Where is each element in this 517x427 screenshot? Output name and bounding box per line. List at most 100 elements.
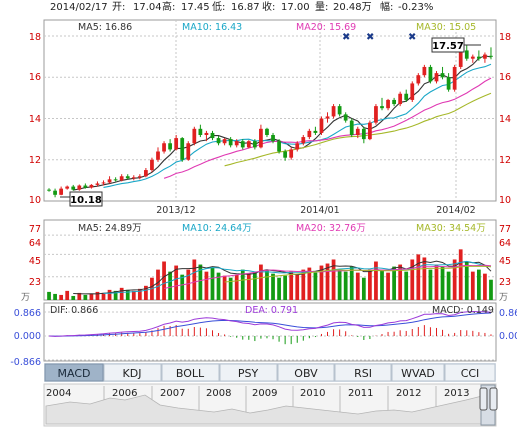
- volume-bar: [89, 293, 94, 300]
- left-drag-handle[interactable]: [479, 387, 488, 411]
- tab-obv[interactable]: OBV: [277, 363, 335, 382]
- price-tick-left: 12: [29, 155, 41, 166]
- candle-body: [216, 138, 221, 144]
- volume-legend-ma10: MA10: 24.64万: [182, 223, 252, 234]
- news-marker-icon[interactable]: ✖: [408, 32, 416, 43]
- candle-body: [470, 56, 475, 59]
- macd-legend-value: MACD: 0.149: [432, 305, 494, 316]
- news-marker-icon[interactable]: ✖: [342, 32, 350, 43]
- ma20-line: [163, 77, 492, 179]
- tab-psy[interactable]: PSY: [219, 363, 278, 382]
- volume-bar: [374, 261, 378, 300]
- candle-body: [65, 186, 70, 189]
- price-legend-ma20: MA20: 15.69: [296, 22, 356, 33]
- candle: [392, 97, 396, 107]
- candle-body: [59, 188, 64, 195]
- tab-obv-face[interactable]: [277, 363, 335, 382]
- candle: [277, 139, 281, 154]
- candle: [180, 137, 185, 162]
- tab-wvad-face[interactable]: [391, 363, 445, 382]
- volume-bar: [240, 269, 245, 300]
- candle: [162, 141, 166, 154]
- tab-macd-face[interactable]: [44, 363, 104, 382]
- price-y-axis-right: 18 16 14 12 10: [499, 32, 511, 206]
- candle-body: [240, 141, 245, 148]
- open-value: 17.04: [133, 2, 162, 13]
- candle: [470, 54, 475, 63]
- volume-tick-right: 64: [499, 238, 511, 249]
- candle: [428, 64, 433, 84]
- tab-rsi-face[interactable]: [334, 363, 392, 382]
- candle-body: [343, 114, 348, 121]
- candle-body: [434, 73, 439, 82]
- volume-bar: [174, 265, 179, 300]
- volume-bar: [125, 289, 130, 300]
- volume-bar: [416, 254, 421, 300]
- volume-tick-right: 45: [499, 256, 511, 267]
- price-tick-right: 14: [499, 114, 511, 125]
- volume-bar: [307, 267, 312, 300]
- volume-bar: [113, 290, 118, 300]
- volume-tick-right: 77: [499, 224, 511, 235]
- candle: [168, 139, 172, 152]
- tab-macd-label: MACD: [58, 367, 91, 380]
- volume-bar: [361, 277, 366, 300]
- volume-bar: [483, 273, 487, 300]
- tab-wvad[interactable]: WVAD: [391, 363, 445, 382]
- timeline-navigator[interactable]: 2004 2006 2007 2008 2009 2010 2011 2012 …: [43, 383, 498, 427]
- high-value: 17.45: [181, 2, 210, 13]
- tab-kdj-face[interactable]: [103, 363, 162, 382]
- candle: [319, 116, 324, 135]
- tab-boll[interactable]: BOLL: [161, 363, 220, 382]
- price-legend-ma5: MA5: 16.86: [78, 22, 132, 33]
- news-marker-icon[interactable]: ✖: [366, 32, 374, 43]
- quote-header: 2014/02/17 开: 17.04 高: 17.45 低: 16.87 收:…: [50, 0, 433, 13]
- volume-ma10-line: [103, 260, 492, 294]
- indicator-tab-bar: MACD KDJ BOLL PSY OBV RSI WVAD CCI: [44, 363, 496, 382]
- quote-date: 2014/02/17: [50, 2, 108, 13]
- high-label: 高:: [162, 0, 175, 13]
- candle: [410, 81, 415, 102]
- macd-panel: DIF: 0.866 DEA: 0.791 MACD: 0.149 0.866 …: [10, 302, 517, 368]
- right-drag-handle[interactable]: [489, 387, 498, 411]
- candle-body: [271, 135, 275, 142]
- candle: [222, 138, 227, 146]
- macd-tick-left: 0.000: [14, 331, 41, 342]
- tab-macd[interactable]: MACD: [44, 363, 104, 382]
- tab-psy-face[interactable]: [219, 363, 278, 382]
- candle-body: [77, 185, 82, 190]
- volume-bar: [295, 274, 300, 300]
- candle: [228, 137, 233, 148]
- tab-rsi[interactable]: RSI: [334, 363, 392, 382]
- candle: [47, 188, 51, 192]
- price-legend: MA5: 16.86 MA10: 16.43 MA20: 15.69 MA30:…: [78, 22, 476, 33]
- volume-bar: [107, 289, 112, 300]
- volume-value: 20.48万: [333, 2, 372, 13]
- volume-bar: [325, 263, 330, 300]
- candle-body: [289, 149, 294, 158]
- volume-bar: [428, 269, 433, 300]
- tab-kdj[interactable]: KDJ: [103, 363, 162, 382]
- tab-cci-label: CCI: [461, 367, 480, 380]
- news-markers[interactable]: ✖ ✖ ✖: [342, 32, 416, 43]
- low-marker: 10.18: [60, 191, 103, 207]
- year-label: 2007: [160, 388, 185, 399]
- tab-cci[interactable]: CCI: [444, 363, 496, 382]
- tab-boll-face[interactable]: [161, 363, 220, 382]
- candle-body: [174, 138, 179, 150]
- candle: [283, 149, 288, 161]
- volume-bar: [156, 269, 160, 300]
- change-value: -0.23%: [398, 2, 433, 13]
- candle: [252, 139, 257, 150]
- volume-bar: [283, 275, 288, 300]
- volume-bar: [410, 259, 415, 300]
- tab-cci-face[interactable]: [444, 363, 496, 382]
- candle: [404, 89, 409, 102]
- volume-bar: [313, 272, 318, 300]
- candle-body: [137, 176, 142, 178]
- candle: [307, 128, 312, 140]
- price-tick-left: 18: [29, 32, 41, 43]
- volume-bar: [398, 264, 403, 300]
- close-value: 17.00: [281, 2, 310, 13]
